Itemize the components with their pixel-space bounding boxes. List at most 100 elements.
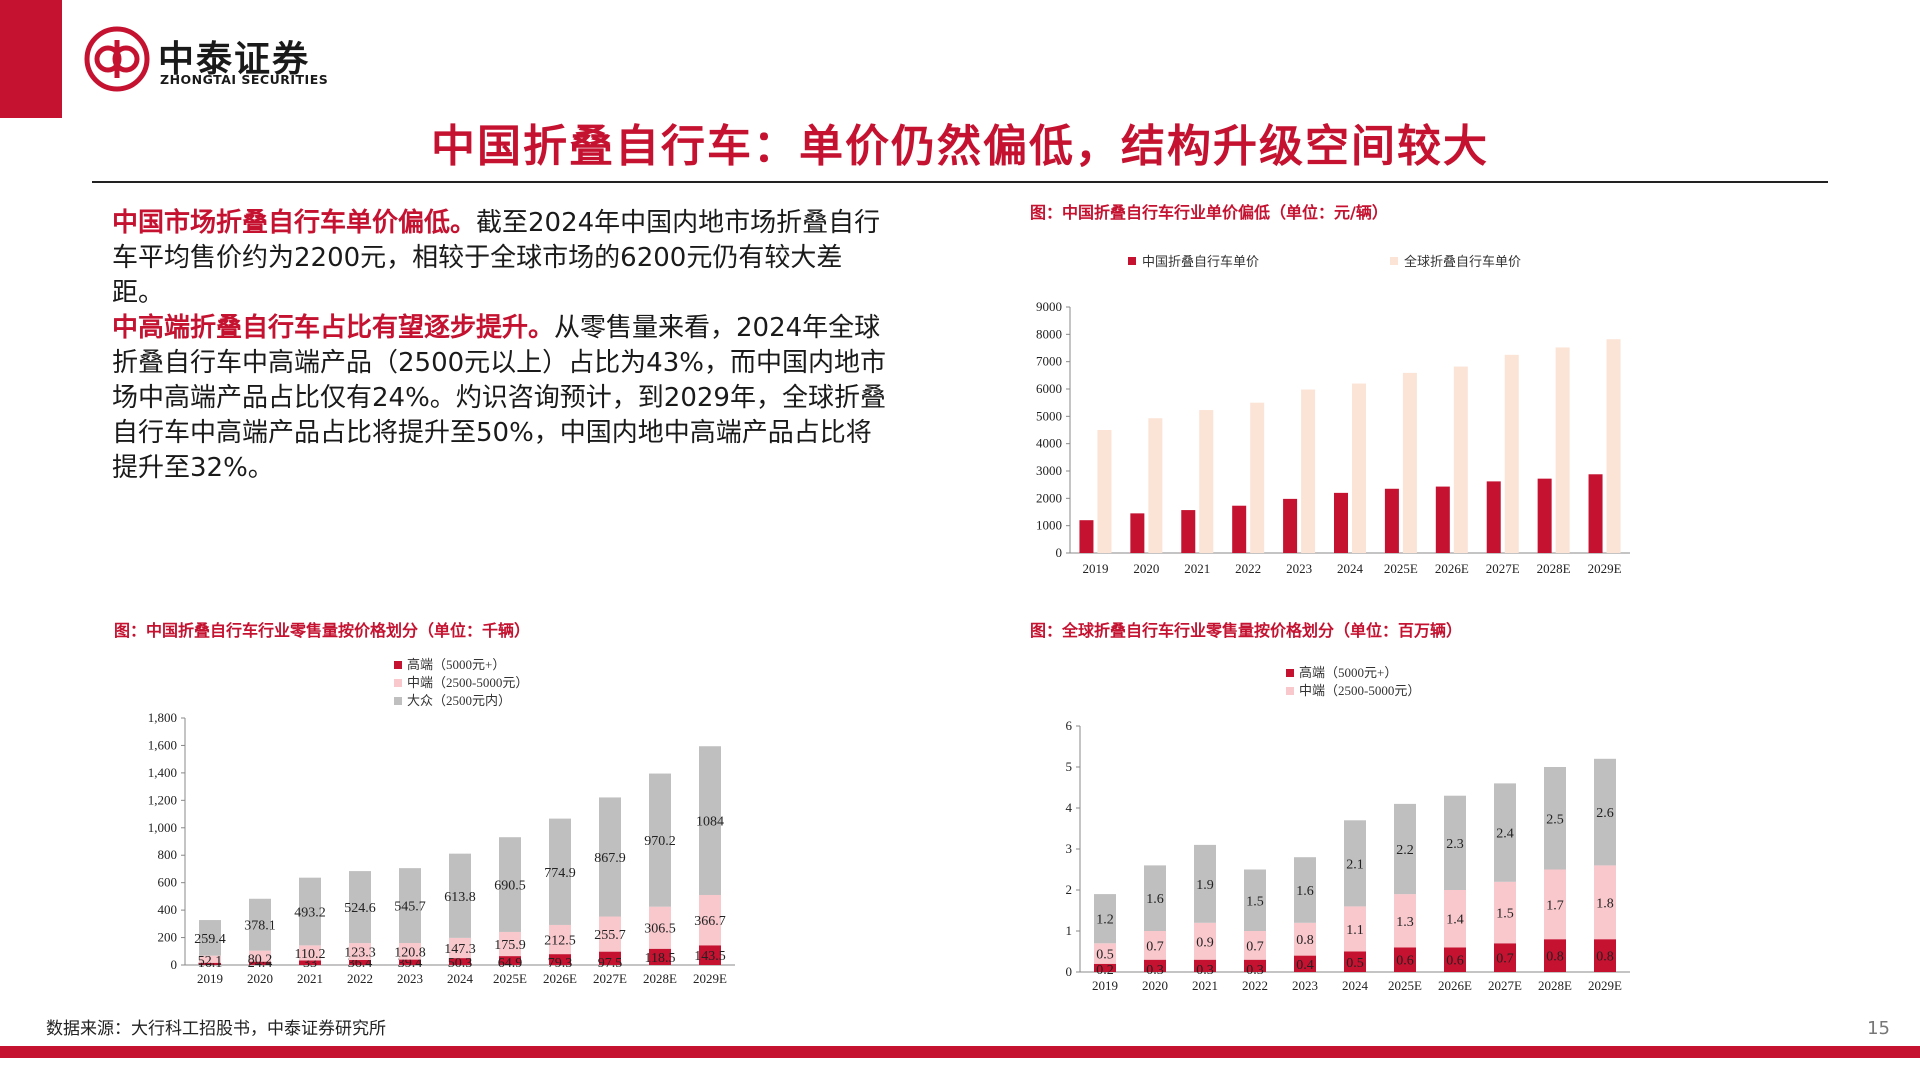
paragraph-1-text: 截至2024年中国内地市场折叠自行车平均售价约为2200元，相较于全球市场的62…: [112, 208, 881, 308]
bar-seg-2-2027E: [599, 797, 621, 917]
data-label: 2.3: [1446, 837, 1464, 852]
x-tick-label: 2023: [1286, 561, 1312, 576]
bar-seg-2-2025E: [499, 837, 521, 932]
x-tick-label: 2024: [447, 971, 474, 986]
data-label: 2.1: [1346, 857, 1364, 872]
data-label: 1.2: [1096, 913, 1114, 928]
data-label: 1084: [696, 815, 724, 830]
y-tick-label: 1,200: [148, 792, 177, 807]
bar-china-2020: [1130, 513, 1145, 553]
bar-seg-0-2028E: [1544, 939, 1566, 972]
header-accent-bar: [0, 0, 62, 118]
page-number: 15: [1867, 1018, 1890, 1039]
data-label: 118.5: [645, 951, 676, 966]
data-label: 212.5: [544, 934, 576, 949]
x-tick-label: 2026E: [543, 971, 577, 986]
data-label: 690.5: [494, 879, 526, 894]
x-tick-label: 2023: [1292, 978, 1318, 993]
bar-china-2023: [1283, 498, 1298, 553]
y-tick-label: 1,600: [148, 737, 177, 752]
data-label: 147.3: [444, 942, 476, 957]
chart-2-title: 图：中国折叠自行车行业零售量按价格划分（单位：千辆）: [114, 621, 531, 640]
data-label: 123.3: [344, 946, 376, 961]
x-tick-label: 2025E: [1384, 561, 1418, 576]
legend-swatch-2: [394, 697, 402, 705]
data-label: 1.8: [1596, 896, 1614, 911]
legend-swatch-1: [1286, 687, 1294, 695]
data-label: 0.5: [1346, 956, 1364, 971]
bar-china-2029E: [1588, 474, 1603, 553]
bar-global-2027E: [1504, 354, 1519, 553]
y-tick-label: 2: [1066, 882, 1073, 897]
paragraph-2-text: 从零售量来看，2024年全球折叠自行车中高端产品（2500元以上）占比为43%，…: [112, 313, 886, 483]
bar-global-2026E: [1453, 366, 1468, 553]
y-tick-label: 1,400: [148, 765, 177, 780]
body-text: 中国市场折叠自行车单价偏低。截至2024年中国内地市场折叠自行车平均售价约为22…: [112, 206, 892, 486]
y-tick-label: 5: [1066, 759, 1073, 774]
y-tick-label: 0: [171, 957, 178, 972]
y-tick-label: 7000: [1036, 354, 1062, 369]
company-logo: 中泰证券 ZHONGTAI SECURITIES: [84, 24, 344, 94]
bar-seg-2-2027E: [1494, 783, 1516, 882]
x-tick-label: 2023: [397, 971, 423, 986]
data-label: 970.2: [644, 834, 676, 849]
y-tick-label: 4: [1066, 800, 1073, 815]
bar-seg-2-2019: [199, 920, 221, 956]
bar-global-2021: [1199, 410, 1214, 553]
x-tick-label: 2019: [1092, 978, 1118, 993]
bar-seg-2-2024: [1344, 820, 1366, 907]
bar-china-2024: [1334, 492, 1348, 553]
data-label: 1.7: [1546, 898, 1564, 913]
data-label: 366.7: [694, 914, 726, 929]
data-label: 80.2: [248, 953, 273, 968]
x-tick-label: 2021: [1184, 561, 1210, 576]
data-label: 50.3: [448, 956, 473, 971]
bar-china-2021: [1181, 510, 1196, 553]
data-label: 1.5: [1246, 894, 1264, 909]
y-tick-label: 800: [158, 847, 178, 862]
bar-seg-0-2022: [1244, 959, 1266, 972]
bar-seg-1-2027E: [1494, 881, 1516, 944]
bar-global-2023: [1301, 389, 1316, 553]
logo-mark-icon: [84, 26, 150, 92]
bar-seg-0-2023: [399, 959, 421, 965]
bar-seg-2-2020: [249, 898, 271, 951]
data-label: 493.2: [294, 906, 326, 921]
bar-seg-1-2028E: [649, 906, 671, 949]
x-tick-label: 2027E: [1486, 561, 1520, 576]
paragraph-2: 中高端折叠自行车占比有望逐步提升。从零售量来看，2024年全球折叠自行车中高端产…: [112, 311, 892, 486]
bar-seg-1-2025E: [1394, 894, 1416, 948]
bar-seg-0-2028E: [649, 948, 671, 965]
y-tick-label: 0: [1066, 964, 1073, 979]
bar-seg-0-2029E: [1594, 939, 1616, 972]
data-label: 1.5: [1496, 907, 1514, 922]
y-tick-label: 600: [158, 875, 178, 890]
x-tick-label: 2025E: [1388, 978, 1422, 993]
data-label: 255.7: [594, 928, 626, 943]
y-tick-label: 6: [1066, 718, 1073, 733]
legend-label-1: 中端（2500-5000元）: [407, 675, 528, 690]
bar-global-2028E: [1555, 347, 1570, 553]
bar-seg-2-2028E: [1544, 767, 1566, 870]
bar-seg-2-2023: [399, 868, 421, 944]
bar-seg-0-2026E: [549, 954, 571, 965]
data-label: 79.3: [548, 956, 573, 971]
x-tick-label: 2024: [1337, 561, 1364, 576]
data-label: 613.8: [444, 890, 476, 905]
logo-text-en: ZHONGTAI SECURITIES: [160, 72, 329, 87]
data-label: 0.6: [1396, 954, 1414, 969]
x-tick-label: 2028E: [643, 971, 677, 986]
data-label: 867.9: [594, 851, 626, 866]
x-tick-label: 2019: [197, 971, 223, 986]
legend-label-1: 全球折叠自行车单价: [1404, 254, 1521, 269]
x-tick-label: 2026E: [1438, 978, 1472, 993]
y-tick-label: 4000: [1036, 436, 1062, 451]
y-tick-label: 8000: [1036, 326, 1062, 341]
data-label: 0.3: [1246, 963, 1264, 978]
global-volume-chart: 高端（5000元+）中端（2500-5000元）01234560.20.51.2…: [1066, 665, 1630, 993]
bar-seg-0-2025E: [499, 956, 521, 965]
bar-seg-1-2023: [399, 943, 421, 960]
data-source: 数据来源：大行科工招股书，中泰证券研究所: [46, 1019, 386, 1039]
x-tick-label: 2021: [1192, 978, 1218, 993]
bar-seg-1-2022: [349, 943, 371, 961]
